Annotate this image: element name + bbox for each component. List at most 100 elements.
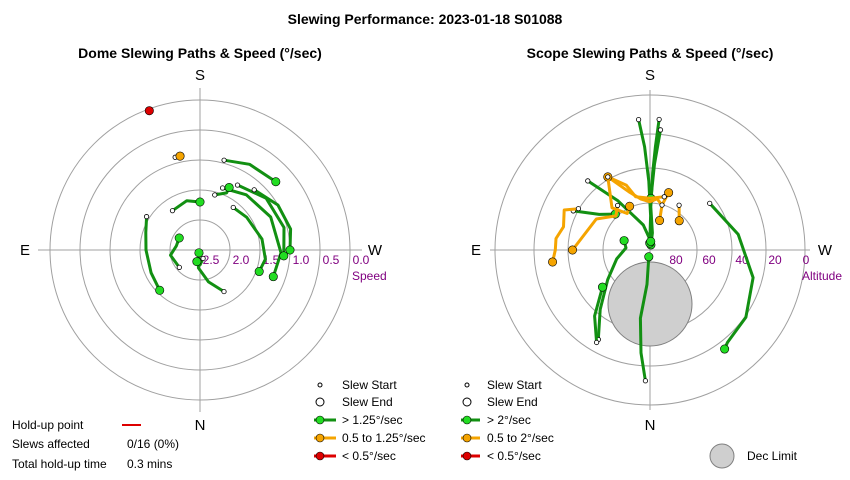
- dome-slew-end-9: [174, 233, 184, 243]
- scope-slew-path-9: [571, 209, 617, 216]
- scope-slew-start-12: [659, 202, 665, 208]
- scope-slew-end-14: [548, 257, 558, 267]
- scope-slew-end-12: [655, 216, 665, 226]
- scope-tick-20: 20: [768, 253, 782, 267]
- scope-direction-s: S: [645, 67, 655, 84]
- dome-tick-0.5: 0.5: [323, 253, 340, 267]
- dome-slew-end-6: [271, 177, 281, 187]
- dome-slew-path-9: [169, 236, 181, 269]
- scope-legend: Slew Start Slew End > 2°/sec 0.5 to 2°/s…: [461, 378, 554, 463]
- scope-legend-start-marker: [464, 382, 470, 388]
- scope-slew-path-1: [708, 201, 755, 351]
- dome-slew-end-11: [192, 257, 202, 267]
- dome-slew-start-5: [251, 187, 257, 193]
- slews-affected-value: 0/16 (0%): [127, 437, 179, 451]
- scope-slew-start-2: [642, 378, 649, 384]
- dome-tick-1.5: 1.5: [263, 253, 280, 267]
- dome-slew-end-8: [195, 197, 205, 207]
- scope-slew-end-2: [644, 252, 654, 262]
- dome-legend-slow-marker: [315, 451, 325, 461]
- scope-slew-start-14: [575, 206, 582, 212]
- scope-slew-start-15: [615, 202, 621, 209]
- scope-slew-start-8: [585, 178, 591, 184]
- scope-slew-start-7: [594, 339, 600, 346]
- dome-slew-end-5: [285, 245, 295, 255]
- scope-slew-path-14: [551, 207, 580, 264]
- dome-direction-e: E: [20, 242, 30, 259]
- dome-tick-2.5: 2.5: [203, 253, 220, 267]
- dome-slew-start-9: [176, 264, 182, 270]
- scope-legend-end-label: Slew End: [487, 395, 538, 409]
- dome-legend-end-marker: [315, 397, 325, 407]
- dome-slew-start-3: [219, 185, 226, 191]
- scope-polar-grid: [490, 90, 810, 410]
- dome-direction-w: W: [368, 242, 383, 259]
- scope-slew-path-6: [596, 239, 628, 341]
- scope-direction-w: W: [818, 242, 833, 259]
- scope-slew-path-5: [649, 128, 662, 200]
- dome-legend-slow-label: < 0.5°/sec: [342, 449, 396, 463]
- dome-slew-end-12: [175, 151, 185, 161]
- dec-limit-legend-marker: [709, 443, 735, 469]
- scope-slew-end-13: [625, 201, 635, 211]
- scope-slew-end-10: [664, 188, 674, 198]
- scope-slew-start-13: [605, 174, 611, 180]
- dome-slew-path-7: [144, 215, 162, 292]
- scope-legend-slow-marker: [462, 451, 472, 461]
- dome-legend-end-label: Slew End: [342, 395, 393, 409]
- dec-limit-legend: Dec Limit: [709, 443, 798, 469]
- dome-slew-end-13: [144, 106, 154, 116]
- scope-slew-start-4: [635, 117, 642, 123]
- dome-slew-path-1: [231, 205, 267, 273]
- dome-slew-start-6: [221, 157, 227, 163]
- scope-direction-n: N: [645, 417, 656, 434]
- total-holdup-label: Total hold-up time: [12, 457, 107, 471]
- scope-chart-title: Scope Slewing Paths & Speed (°/sec): [527, 45, 774, 61]
- scope-legend-fast-marker: [462, 415, 472, 425]
- dome-legend-mid-label: 0.5 to 1.25°/sec: [342, 431, 426, 445]
- dome-slew-paths: [143, 106, 295, 295]
- scope-legend-end-marker: [462, 397, 472, 407]
- scope-legend-start-label: Slew Start: [487, 378, 542, 392]
- dome-tick-0.0: 0.0: [353, 253, 370, 267]
- scope-slew-path-4: [637, 118, 653, 245]
- scope-legend-fast-label: > 2°/sec: [487, 413, 531, 427]
- scope-slew-start-11: [661, 194, 667, 200]
- dome-slew-end-10: [224, 182, 234, 192]
- scope-slew-start-3: [656, 116, 662, 123]
- dome-legend-start-label: Slew Start: [342, 378, 397, 392]
- dome-legend-fast-marker: [315, 415, 325, 425]
- dome-slew-start-10: [212, 192, 218, 198]
- dome-radial-axis-title: Speed: [352, 269, 387, 283]
- dome-legend-start-marker: [317, 382, 323, 388]
- dome-radial-ticks: 2.5 2.0 1.5 1.0 0.5 0.0 Speed: [203, 253, 387, 283]
- dome-slew-start-1: [230, 204, 236, 211]
- total-holdup-value: 0.3 mins: [127, 457, 172, 471]
- scope-slew-start-1: [707, 200, 713, 206]
- scope-slew-path-8: [586, 179, 653, 243]
- dome-chart-title: Dome Slewing Paths & Speed (°/sec): [78, 45, 322, 61]
- dome-slew-end-2: [194, 248, 204, 258]
- holdup-summary: Hold-up point Slews affected 0/16 (0%) T…: [12, 418, 179, 471]
- scope-legend-slow-label: < 0.5°/sec: [487, 449, 541, 463]
- scope-legend-mid-marker: [462, 433, 472, 443]
- dome-legend-fast-label: > 1.25°/sec: [342, 413, 403, 427]
- dome-slew-path-5: [252, 188, 293, 252]
- dome-slew-path-3: [221, 186, 283, 279]
- dome-tick-2.0: 2.0: [233, 253, 250, 267]
- scope-slew-end-8: [646, 236, 656, 246]
- dome-slew-start-4: [234, 182, 241, 188]
- scope-slew-path-7: [593, 285, 604, 344]
- dome-direction-n: N: [195, 417, 206, 434]
- scope-slew-end-7: [598, 282, 608, 292]
- scope-legend-mid-label: 0.5 to 2°/sec: [487, 431, 554, 445]
- scope-slew-start-5: [657, 127, 664, 133]
- dome-slew-end-3: [268, 272, 278, 282]
- dome-slew-start-7: [143, 214, 150, 220]
- dome-slew-path-6: [222, 158, 278, 184]
- dome-legend: Slew Start Slew End > 1.25°/sec 0.5 to 1…: [314, 378, 426, 463]
- dome-slew-path-4: [236, 183, 286, 258]
- scope-slew-path-15: [571, 203, 620, 252]
- scope-slew-path-2: [638, 255, 651, 383]
